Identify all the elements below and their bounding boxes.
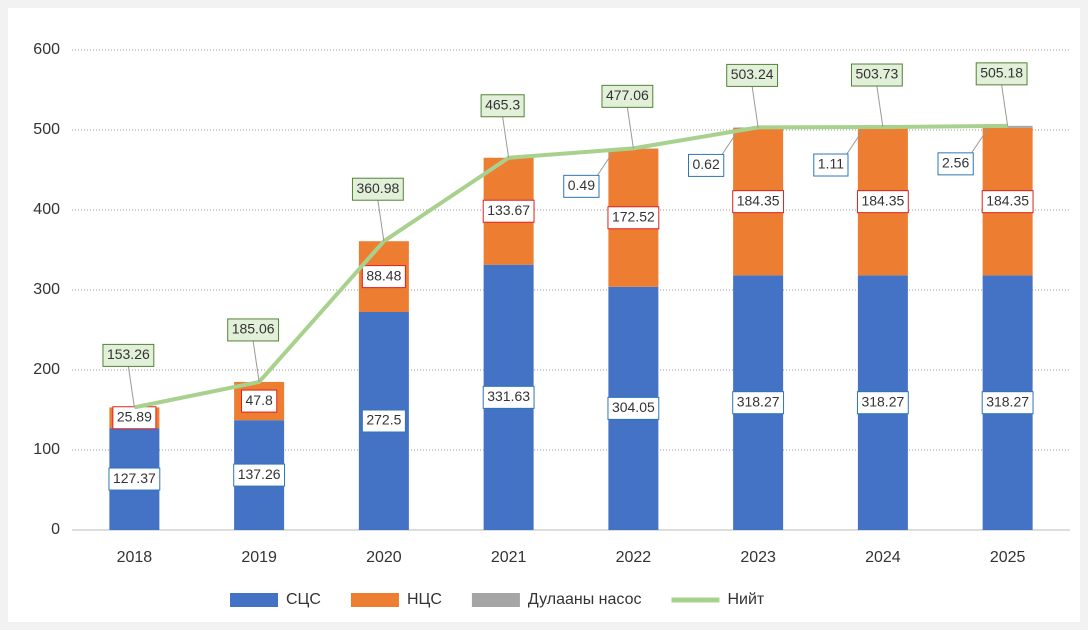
y-tick-label: 200 [33,361,60,378]
data-label: 318.27 [737,393,780,409]
data-label-box [732,190,785,214]
data-label-box [981,391,1034,415]
y-tick-label: 100 [33,441,60,458]
leader-line [971,125,991,154]
data-label: 184.35 [737,192,780,208]
leader-line [502,116,510,158]
x-tick-label: 2023 [740,549,776,566]
data-label-box [726,63,779,87]
data-label-box [361,265,406,289]
data-label-box [227,318,280,342]
data-label: 2.56 [942,155,969,171]
y-tick-label: 400 [33,201,60,218]
x-tick-label: 2021 [491,549,527,566]
data-label: 318.27 [861,393,904,409]
y-tick-label: 600 [33,41,60,58]
data-label: 88.48 [366,267,401,283]
leader-line [127,366,135,408]
data-label-box [241,389,278,413]
data-label: 133.67 [487,202,530,218]
data-label-box [856,391,909,415]
data-label: 0.62 [693,156,720,172]
data-label: 184.35 [861,192,904,208]
data-label: 318.27 [986,393,1029,409]
data-label-box [563,174,600,198]
data-label: 137.26 [238,466,281,482]
data-label-box [482,199,535,223]
data-label-box [361,409,406,433]
data-label: 47.8 [246,392,273,408]
legend-label: Дулааны насос [528,591,642,608]
data-label: 503.73 [855,66,898,82]
x-tick-label: 2020 [366,549,402,566]
data-label-box [480,94,525,118]
y-tick-label: 500 [33,121,60,138]
data-label-box [937,152,974,176]
data-label: 477.06 [606,87,649,103]
y-tick-label: 0 [51,521,60,538]
data-label-box [102,343,155,367]
total-line [133,123,1008,410]
leader-line [846,126,866,155]
data-label: 360.98 [356,180,399,196]
leader-line [626,107,634,149]
data-label-box [732,391,785,415]
data-label: 304.05 [612,399,655,415]
data-label: 184.35 [986,192,1029,208]
data-label-box [482,385,535,409]
data-label: 127.37 [113,470,156,486]
leader-line [751,86,759,128]
leader-line [876,85,884,128]
leader-line [1001,84,1009,126]
data-label-box [607,206,660,230]
data-label-box [975,62,1028,86]
data-label-box [601,84,654,108]
leader-line [252,340,260,383]
leader-line [377,200,385,242]
data-label: 503.24 [731,66,774,82]
data-label: 505.18 [980,65,1023,81]
leader-line [596,148,616,176]
legend-swatch [471,593,520,607]
data-label: 153.26 [107,346,150,362]
data-label: 0.49 [568,177,595,193]
y-tick-label: 300 [33,281,60,298]
data-label: 1.11 [818,156,844,172]
data-label-box [813,153,849,177]
x-tick-label: 2022 [616,549,652,566]
data-label: 25.89 [117,408,152,424]
data-label: 331.63 [487,388,530,404]
legend-swatch [230,593,278,607]
legend-label: НЦС [407,591,442,608]
data-label-box [688,153,725,177]
data-label-box [850,63,903,87]
legend-swatch [350,593,399,607]
data-label: 465.3 [485,96,520,112]
x-tick-label: 2024 [865,549,901,566]
data-label: 172.52 [612,208,655,224]
data-label-box [351,177,404,201]
legend-label: СЦС [286,591,321,608]
data-label-box [108,467,161,491]
data-label-box [607,396,660,420]
legend-label: Нийт [727,591,764,608]
data-label-box [233,463,286,487]
x-tick-label: 2019 [241,549,277,566]
x-tick-label: 2018 [117,549,153,566]
data-label: 185.06 [232,321,275,337]
data-label: 272.5 [366,412,401,428]
data-label-box [856,190,909,214]
x-tick-label: 2025 [990,549,1026,566]
data-label-box [981,190,1034,214]
